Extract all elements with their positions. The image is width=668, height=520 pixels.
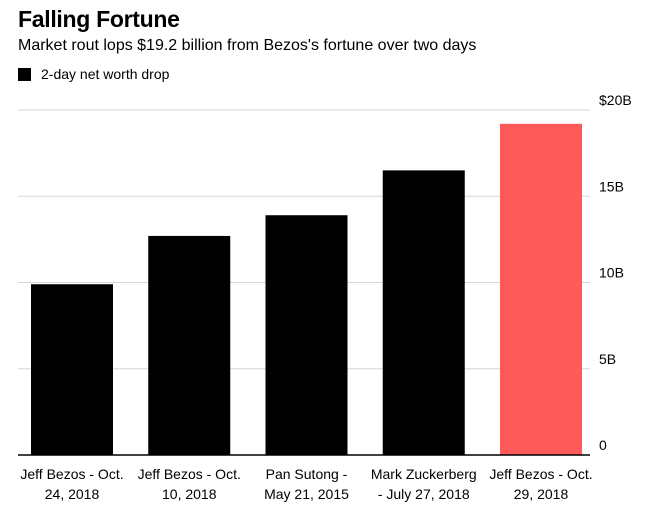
chart-title: Falling Fortune: [18, 6, 180, 32]
y-tick-label: 10B: [599, 265, 624, 281]
legend: 2-day net worth drop: [18, 66, 169, 82]
bar: [31, 284, 113, 455]
bar: [148, 235, 231, 455]
y-tick-label: 5B: [599, 351, 616, 367]
x-tick-label-line: Jeff Bezos - Oct.: [489, 466, 592, 482]
y-tick-label: 15B: [599, 178, 624, 194]
x-tick-label-line: Pan Sutong -: [266, 466, 348, 482]
y-tick-label: $20B: [599, 92, 632, 108]
x-tick-label-line: 10, 2018: [162, 486, 217, 502]
legend-swatch: [18, 67, 31, 81]
x-tick-label: Mark Zuckerberg - July 27, 2018: [371, 466, 477, 502]
x-tick-label-line: Jeff Bezos - Oct.: [20, 466, 123, 482]
y-tick-label: 0: [599, 437, 607, 453]
bar: [382, 170, 465, 455]
x-tick-label-line: Jeff Bezos - Oct.: [138, 466, 241, 482]
x-tick-label: Jeff Bezos - Oct. 10, 2018: [138, 466, 241, 502]
x-tick-label-line: May 21, 2015: [264, 486, 349, 502]
x-tick-label: Jeff Bezos - Oct. 29, 2018: [489, 466, 592, 502]
x-tick-label: Jeff Bezos - Oct. 24, 2018: [20, 466, 123, 502]
x-tick-label-line: 29, 2018: [514, 486, 569, 502]
x-tick-label: Pan Sutong - May 21, 2015: [264, 466, 349, 502]
bar: [500, 123, 582, 456]
x-tick-label-line: - July 27, 2018: [378, 486, 470, 502]
bar: [265, 215, 348, 455]
chart-subtitle: Market rout lops $19.2 billion from Bezo…: [18, 37, 477, 54]
x-tick-label-line: 24, 2018: [45, 486, 100, 502]
legend-label: 2-day net worth drop: [41, 66, 170, 82]
x-tick-label-line: Mark Zuckerberg: [371, 466, 477, 482]
